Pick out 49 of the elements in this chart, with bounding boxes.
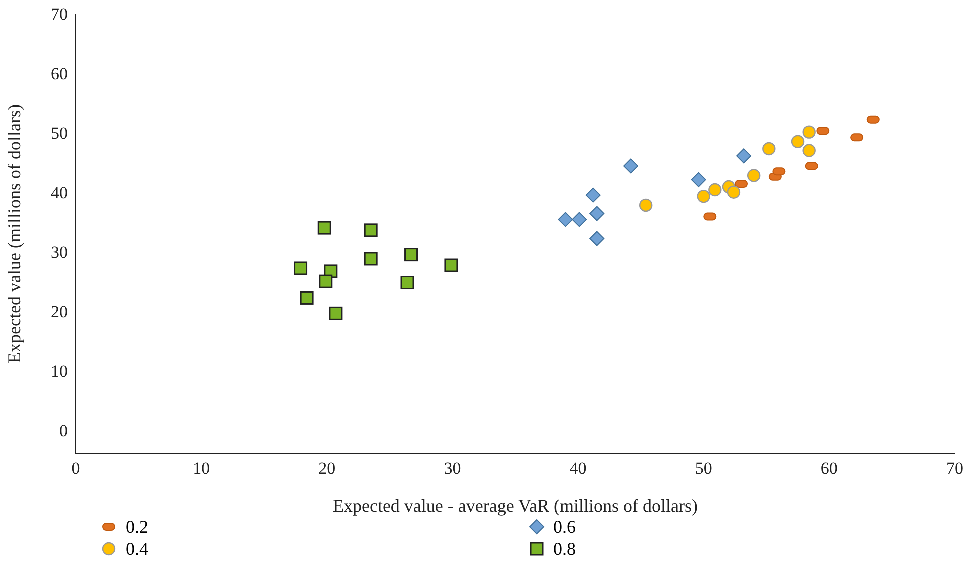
point bbox=[300, 291, 314, 305]
point bbox=[762, 142, 776, 156]
point bbox=[624, 158, 639, 174]
legend-label: 0.6 bbox=[554, 516, 576, 538]
x-tick-label: 30 bbox=[444, 459, 462, 478]
x-tick-label: 70 bbox=[946, 459, 964, 478]
y-tick-label: 50 bbox=[51, 124, 68, 143]
legend-label: 0.8 bbox=[554, 538, 576, 560]
point bbox=[697, 190, 710, 204]
y-tick-label: 60 bbox=[51, 64, 68, 84]
y-tick-label: 20 bbox=[51, 302, 68, 322]
point bbox=[590, 231, 605, 246]
point bbox=[586, 188, 601, 203]
y-tick-label: 0 bbox=[60, 421, 68, 440]
point bbox=[558, 212, 574, 228]
point bbox=[444, 258, 458, 272]
y-tick-label: 10 bbox=[51, 362, 68, 381]
point bbox=[364, 252, 378, 266]
x-tick-label: 60 bbox=[820, 459, 838, 478]
point bbox=[364, 224, 378, 238]
point bbox=[590, 206, 605, 222]
point bbox=[802, 144, 816, 158]
point bbox=[691, 172, 706, 188]
point bbox=[708, 183, 722, 197]
x-tick-label: 0 bbox=[72, 459, 80, 478]
point bbox=[747, 169, 761, 182]
point bbox=[639, 198, 653, 212]
legend-label: 0.4 bbox=[126, 538, 148, 560]
x-tick-label: 10 bbox=[193, 459, 210, 478]
point bbox=[319, 274, 333, 288]
x-tick-label: 50 bbox=[695, 459, 712, 478]
point bbox=[802, 126, 816, 139]
point bbox=[572, 212, 588, 228]
point bbox=[329, 306, 343, 320]
point bbox=[404, 248, 418, 262]
point bbox=[318, 221, 332, 235]
x-tick-label: 20 bbox=[318, 459, 336, 478]
x-axis-title: Expected value - average VaR (millions of dollars) bbox=[332, 496, 698, 516]
y-tick-label: 30 bbox=[51, 242, 68, 262]
x-tick-label: 40 bbox=[570, 459, 587, 478]
point bbox=[736, 148, 752, 164]
point bbox=[727, 186, 741, 199]
y-axis-title: Expected value (millions of dollars) bbox=[4, 104, 24, 364]
y-tick-label: 40 bbox=[51, 183, 68, 202]
point bbox=[400, 276, 414, 290]
y-tick-label: 70 bbox=[51, 5, 68, 24]
point bbox=[791, 135, 805, 148]
legend-label: 0.2 bbox=[126, 516, 148, 538]
point bbox=[294, 262, 308, 276]
